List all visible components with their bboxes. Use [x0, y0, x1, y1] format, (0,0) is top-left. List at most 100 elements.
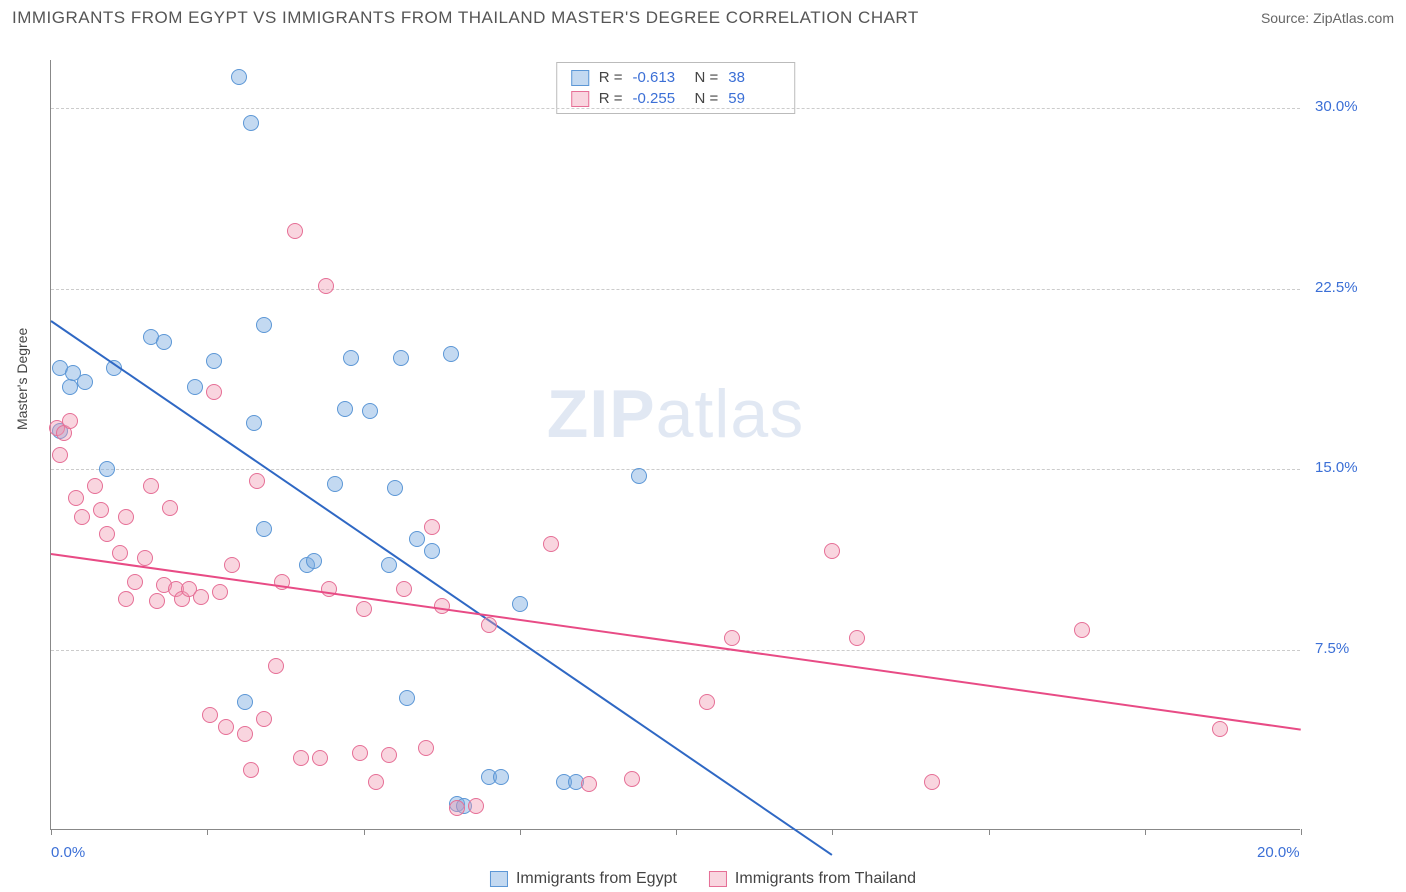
r-label: R = [599, 90, 623, 107]
chart-source: Source: ZipAtlas.com [1261, 10, 1394, 26]
y-tick-label: 7.5% [1315, 640, 1349, 657]
scatter-point [424, 543, 440, 559]
scatter-point [237, 726, 253, 742]
gridline [51, 108, 1300, 109]
scatter-point [256, 521, 272, 537]
watermark-text: ZIPatlas [547, 375, 804, 453]
scatter-point [481, 617, 497, 633]
scatter-point [368, 774, 384, 790]
scatter-point [393, 350, 409, 366]
legend-label: Immigrants from Egypt [516, 870, 677, 888]
scatter-point [193, 589, 209, 605]
scatter-point [118, 509, 134, 525]
scatter-point [156, 334, 172, 350]
x-tick [520, 829, 521, 835]
scatter-point [212, 584, 228, 600]
scatter-point [493, 769, 509, 785]
scatter-point [581, 776, 597, 792]
legend-item: Immigrants from Thailand [709, 870, 916, 888]
x-tick [989, 829, 990, 835]
scatter-point [112, 545, 128, 561]
scatter-point [293, 750, 309, 766]
scatter-plot-area: ZIPatlas R =-0.613N =38R =-0.255N =59 7.… [50, 60, 1300, 830]
scatter-point [409, 531, 425, 547]
scatter-point [256, 317, 272, 333]
scatter-point [68, 490, 84, 506]
gridline [51, 289, 1300, 290]
gridline [51, 469, 1300, 470]
scatter-point [381, 557, 397, 573]
x-tick [51, 829, 52, 835]
scatter-point [543, 536, 559, 552]
scatter-point [924, 774, 940, 790]
r-value: -0.255 [633, 90, 685, 107]
chart-title: IMMIGRANTS FROM EGYPT VS IMMIGRANTS FROM… [12, 8, 919, 28]
scatter-point [381, 747, 397, 763]
scatter-point [62, 413, 78, 429]
scatter-point [468, 798, 484, 814]
scatter-point [256, 711, 272, 727]
legend-swatch [490, 871, 508, 887]
y-tick-label: 22.5% [1315, 279, 1358, 296]
x-tick [207, 829, 208, 835]
scatter-point [724, 630, 740, 646]
scatter-point [343, 350, 359, 366]
scatter-point [127, 574, 143, 590]
scatter-point [312, 750, 328, 766]
r-label: R = [599, 69, 623, 86]
x-tick [1145, 829, 1146, 835]
n-value: 38 [728, 69, 780, 86]
scatter-point [318, 278, 334, 294]
n-value: 59 [728, 90, 780, 107]
stats-legend-row: R = -0.255 N = 59 [571, 88, 781, 109]
x-tick [1301, 829, 1302, 835]
scatter-point [1212, 721, 1228, 737]
scatter-point [231, 69, 247, 85]
scatter-point [218, 719, 234, 735]
scatter-point [306, 553, 322, 569]
series-legend: Immigrants from Egypt Immigrants from Tha… [490, 870, 916, 888]
legend-swatch [571, 91, 589, 107]
scatter-point [327, 476, 343, 492]
scatter-point [418, 740, 434, 756]
scatter-point [77, 374, 93, 390]
scatter-point [362, 403, 378, 419]
scatter-point [396, 581, 412, 597]
x-tick-label-right: 20.0% [1257, 844, 1300, 861]
scatter-point [187, 379, 203, 395]
scatter-point [62, 379, 78, 395]
scatter-point [387, 480, 403, 496]
scatter-point [237, 694, 253, 710]
scatter-point [137, 550, 153, 566]
scatter-point [424, 519, 440, 535]
scatter-point [143, 478, 159, 494]
scatter-point [202, 707, 218, 723]
x-tick [676, 829, 677, 835]
r-value: -0.613 [633, 69, 685, 86]
n-label: N = [695, 69, 719, 86]
scatter-point [699, 694, 715, 710]
scatter-point [74, 509, 90, 525]
scatter-point [149, 593, 165, 609]
scatter-point [99, 526, 115, 542]
scatter-point [268, 658, 284, 674]
scatter-point [512, 596, 528, 612]
scatter-point [93, 502, 109, 518]
scatter-point [399, 690, 415, 706]
scatter-point [224, 557, 240, 573]
legend-swatch [709, 871, 727, 887]
stats-legend-row: R = -0.613 N = 38 [571, 67, 781, 88]
scatter-point [443, 346, 459, 362]
scatter-point [356, 601, 372, 617]
legend-label: Immigrants from Thailand [735, 870, 916, 888]
scatter-point [337, 401, 353, 417]
y-axis-label: Master's Degree [14, 328, 30, 430]
n-label: N = [695, 90, 719, 107]
y-tick-label: 30.0% [1315, 98, 1358, 115]
scatter-point [287, 223, 303, 239]
x-tick [364, 829, 365, 835]
scatter-point [162, 500, 178, 516]
x-tick-label-left: 0.0% [51, 844, 85, 861]
scatter-point [87, 478, 103, 494]
scatter-point [849, 630, 865, 646]
